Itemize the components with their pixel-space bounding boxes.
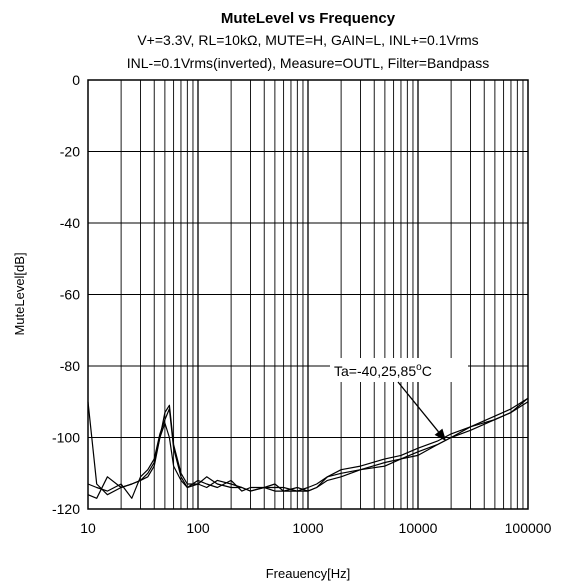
- y-tick-label: -100: [52, 430, 80, 446]
- y-tick-label: -40: [60, 215, 80, 231]
- y-tick-label: -60: [60, 287, 80, 303]
- y-axis-label: MuteLevel[dB]: [12, 252, 27, 335]
- annotation: Ta=-40,25,85oC: [330, 358, 468, 442]
- x-tick-label: 100000: [505, 520, 552, 536]
- annotation-degree: o: [416, 362, 422, 373]
- x-axis-label: Freauency[Hz]: [266, 566, 351, 581]
- series-line: [87, 401, 529, 499]
- x-tick-label: 100: [186, 520, 210, 536]
- annotation-arrowhead: [434, 428, 447, 442]
- y-tick-label: -120: [52, 501, 80, 517]
- series-layer: [87, 397, 529, 499]
- y-tick-label: -20: [60, 144, 80, 160]
- plot-frame: [87, 79, 529, 510]
- x-tick-label: 1000: [292, 520, 323, 536]
- y-tick-label: 0: [72, 72, 80, 88]
- y-tick-label: -80: [60, 358, 80, 374]
- x-tick-label: 10000: [399, 520, 438, 536]
- annotation-box: [330, 358, 468, 382]
- annotation-label: Ta=-40,25,85oC: [334, 362, 432, 379]
- chart-title: MuteLevel vs Frequency: [221, 10, 396, 27]
- chart-subtitle-line-1: V+=3.3V, RL=10kΩ, MUTE=H, GAIN=L, INL+=0…: [137, 32, 478, 48]
- grid: [88, 80, 528, 509]
- annotation-arrow: [397, 381, 440, 433]
- x-tick-label: 10: [80, 520, 96, 536]
- tick-layer: 10 100 1000 10000 100000 0 -20 -40 -60 -80 -100 -12…: [52, 72, 552, 536]
- chart-subtitle-line-2: INL-=0.1Vrms(inverted), Measure=OUTL, Fi…: [127, 55, 489, 71]
